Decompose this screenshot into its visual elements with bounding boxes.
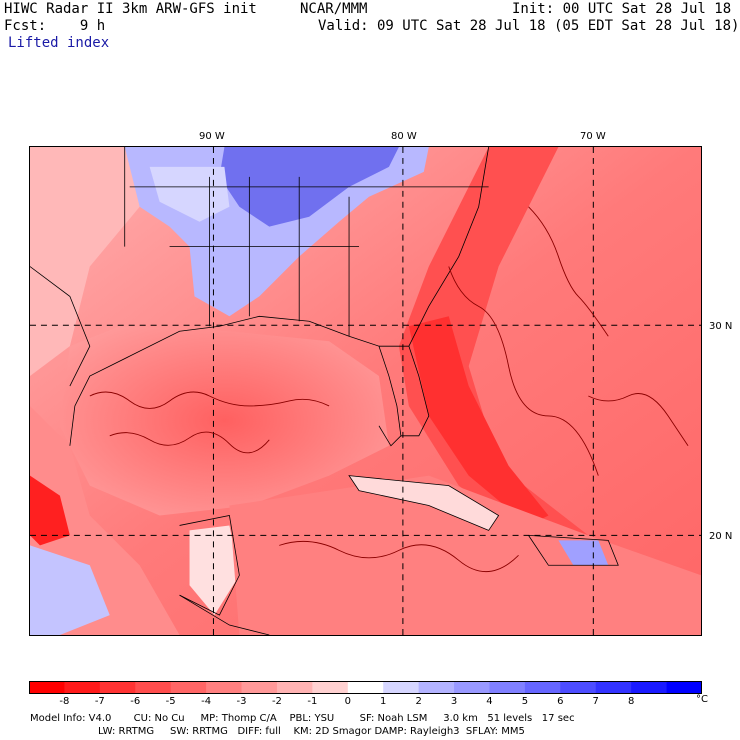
colorbar-swatch bbox=[666, 681, 702, 694]
colorbar-swatch bbox=[206, 681, 243, 694]
colorbar-swatch bbox=[29, 681, 65, 694]
contours bbox=[89, 206, 689, 573]
model-info-line2: LW: RRTMG SW: RRTMG DIFF: full KM: 2D Sm… bbox=[98, 726, 525, 737]
colorbar-swatch bbox=[454, 681, 490, 694]
colorbar-swatch bbox=[276, 681, 313, 694]
cuba-strip bbox=[349, 475, 499, 531]
colorbar-tick-label: 6 bbox=[557, 696, 564, 707]
colorbar-tick-label: -8 bbox=[59, 696, 70, 707]
lon-label-80w: 80 W bbox=[391, 131, 417, 142]
contour-line bbox=[279, 540, 519, 573]
colorbar-border bbox=[29, 681, 702, 694]
init-time: Init: 00 UTC Sat 28 Jul 18 bbox=[512, 1, 732, 17]
graticule bbox=[30, 147, 701, 635]
colorbar-swatch bbox=[135, 681, 172, 694]
yucatan-coast bbox=[179, 515, 240, 616]
coastlines bbox=[30, 147, 619, 635]
colorbar bbox=[29, 681, 702, 694]
contour-line bbox=[528, 206, 609, 337]
colorbar-tick-label: -7 bbox=[94, 696, 105, 707]
colorbar-tick-label: -6 bbox=[130, 696, 141, 707]
mexico-border bbox=[30, 266, 91, 387]
lat-label-20n: 20 N bbox=[709, 531, 733, 542]
colorbar-tick-label: -5 bbox=[165, 696, 176, 707]
gulf-region bbox=[59, 326, 389, 516]
colorbar-swatch bbox=[631, 681, 668, 694]
colorbar-tick-label: 3 bbox=[450, 696, 458, 707]
model-info-line1: Model Info: V4.0 CU: No Cu MP: Thomp C/A… bbox=[30, 713, 575, 724]
model-title: HIWC Radar II 3km ARW-GFS init bbox=[4, 1, 257, 17]
unstable-core bbox=[408, 316, 549, 526]
lat-label-30n: 30 N bbox=[709, 321, 733, 332]
colorbar-swatch bbox=[312, 681, 349, 694]
lon-label-90w: 90 W bbox=[199, 131, 225, 142]
colorbar-tick-label: 2 bbox=[415, 696, 422, 707]
caribbean-region bbox=[229, 475, 701, 635]
contour-line bbox=[89, 391, 330, 409]
hispaniola-blue bbox=[558, 540, 609, 566]
colorbar-swatch bbox=[170, 681, 207, 694]
us-state-borders bbox=[124, 147, 489, 337]
west-red-edge bbox=[30, 475, 70, 546]
forecast-hour: Fcst: 9 h bbox=[4, 18, 106, 34]
colorbar-swatch bbox=[560, 681, 597, 694]
colorbar-tick-label: 7 bbox=[592, 696, 599, 707]
texas-region bbox=[30, 147, 140, 377]
contour-line bbox=[109, 431, 270, 454]
atlantic-coast bbox=[408, 147, 490, 347]
cuba-coast bbox=[348, 475, 500, 531]
lifted-index-map bbox=[29, 146, 702, 636]
contour-line bbox=[588, 393, 689, 447]
yucatan-stable bbox=[189, 525, 240, 616]
lon-label-70w: 70 W bbox=[580, 131, 606, 142]
colorbar-swatch bbox=[489, 681, 526, 694]
hispaniola-coast bbox=[527, 534, 619, 566]
colorbar-tick-label: 0 bbox=[344, 696, 351, 707]
colorbar-tick-label: 1 bbox=[380, 696, 387, 707]
colorbar-swatch bbox=[524, 681, 561, 694]
colorbar-tick-label: -2 bbox=[271, 696, 282, 707]
florida-peninsula bbox=[378, 345, 430, 437]
colorbar-tick-label: 5 bbox=[521, 696, 529, 707]
colorbar-swatch bbox=[418, 681, 455, 694]
colorbar-swatch bbox=[64, 681, 101, 694]
gulf-coast bbox=[69, 315, 402, 447]
colorbar-unit: °C bbox=[696, 694, 708, 705]
colorbar-tick-label: 8 bbox=[627, 696, 635, 707]
colorbar-tick-label: -3 bbox=[236, 696, 247, 707]
colorbar-swatch bbox=[241, 681, 278, 694]
central-america-coast bbox=[179, 594, 270, 635]
field-name: Lifted index bbox=[8, 35, 110, 51]
colorbar-tick-label: -4 bbox=[201, 696, 212, 707]
colorbar-tick-label: 4 bbox=[486, 696, 493, 707]
valid-time: Valid: 09 UTC Sat 28 Jul 18 (05 EDT Sat … bbox=[318, 18, 740, 34]
institution-label: NCAR/MMM bbox=[300, 1, 368, 17]
colorbar-tick-label: -1 bbox=[307, 696, 318, 707]
mex-blue-patch bbox=[30, 545, 110, 635]
colorbar-swatch bbox=[595, 681, 632, 694]
colorbar-swatch bbox=[99, 681, 136, 694]
colorbar-swatch bbox=[383, 681, 420, 694]
colorbar-swatch bbox=[347, 681, 384, 694]
contour-line bbox=[448, 266, 599, 476]
